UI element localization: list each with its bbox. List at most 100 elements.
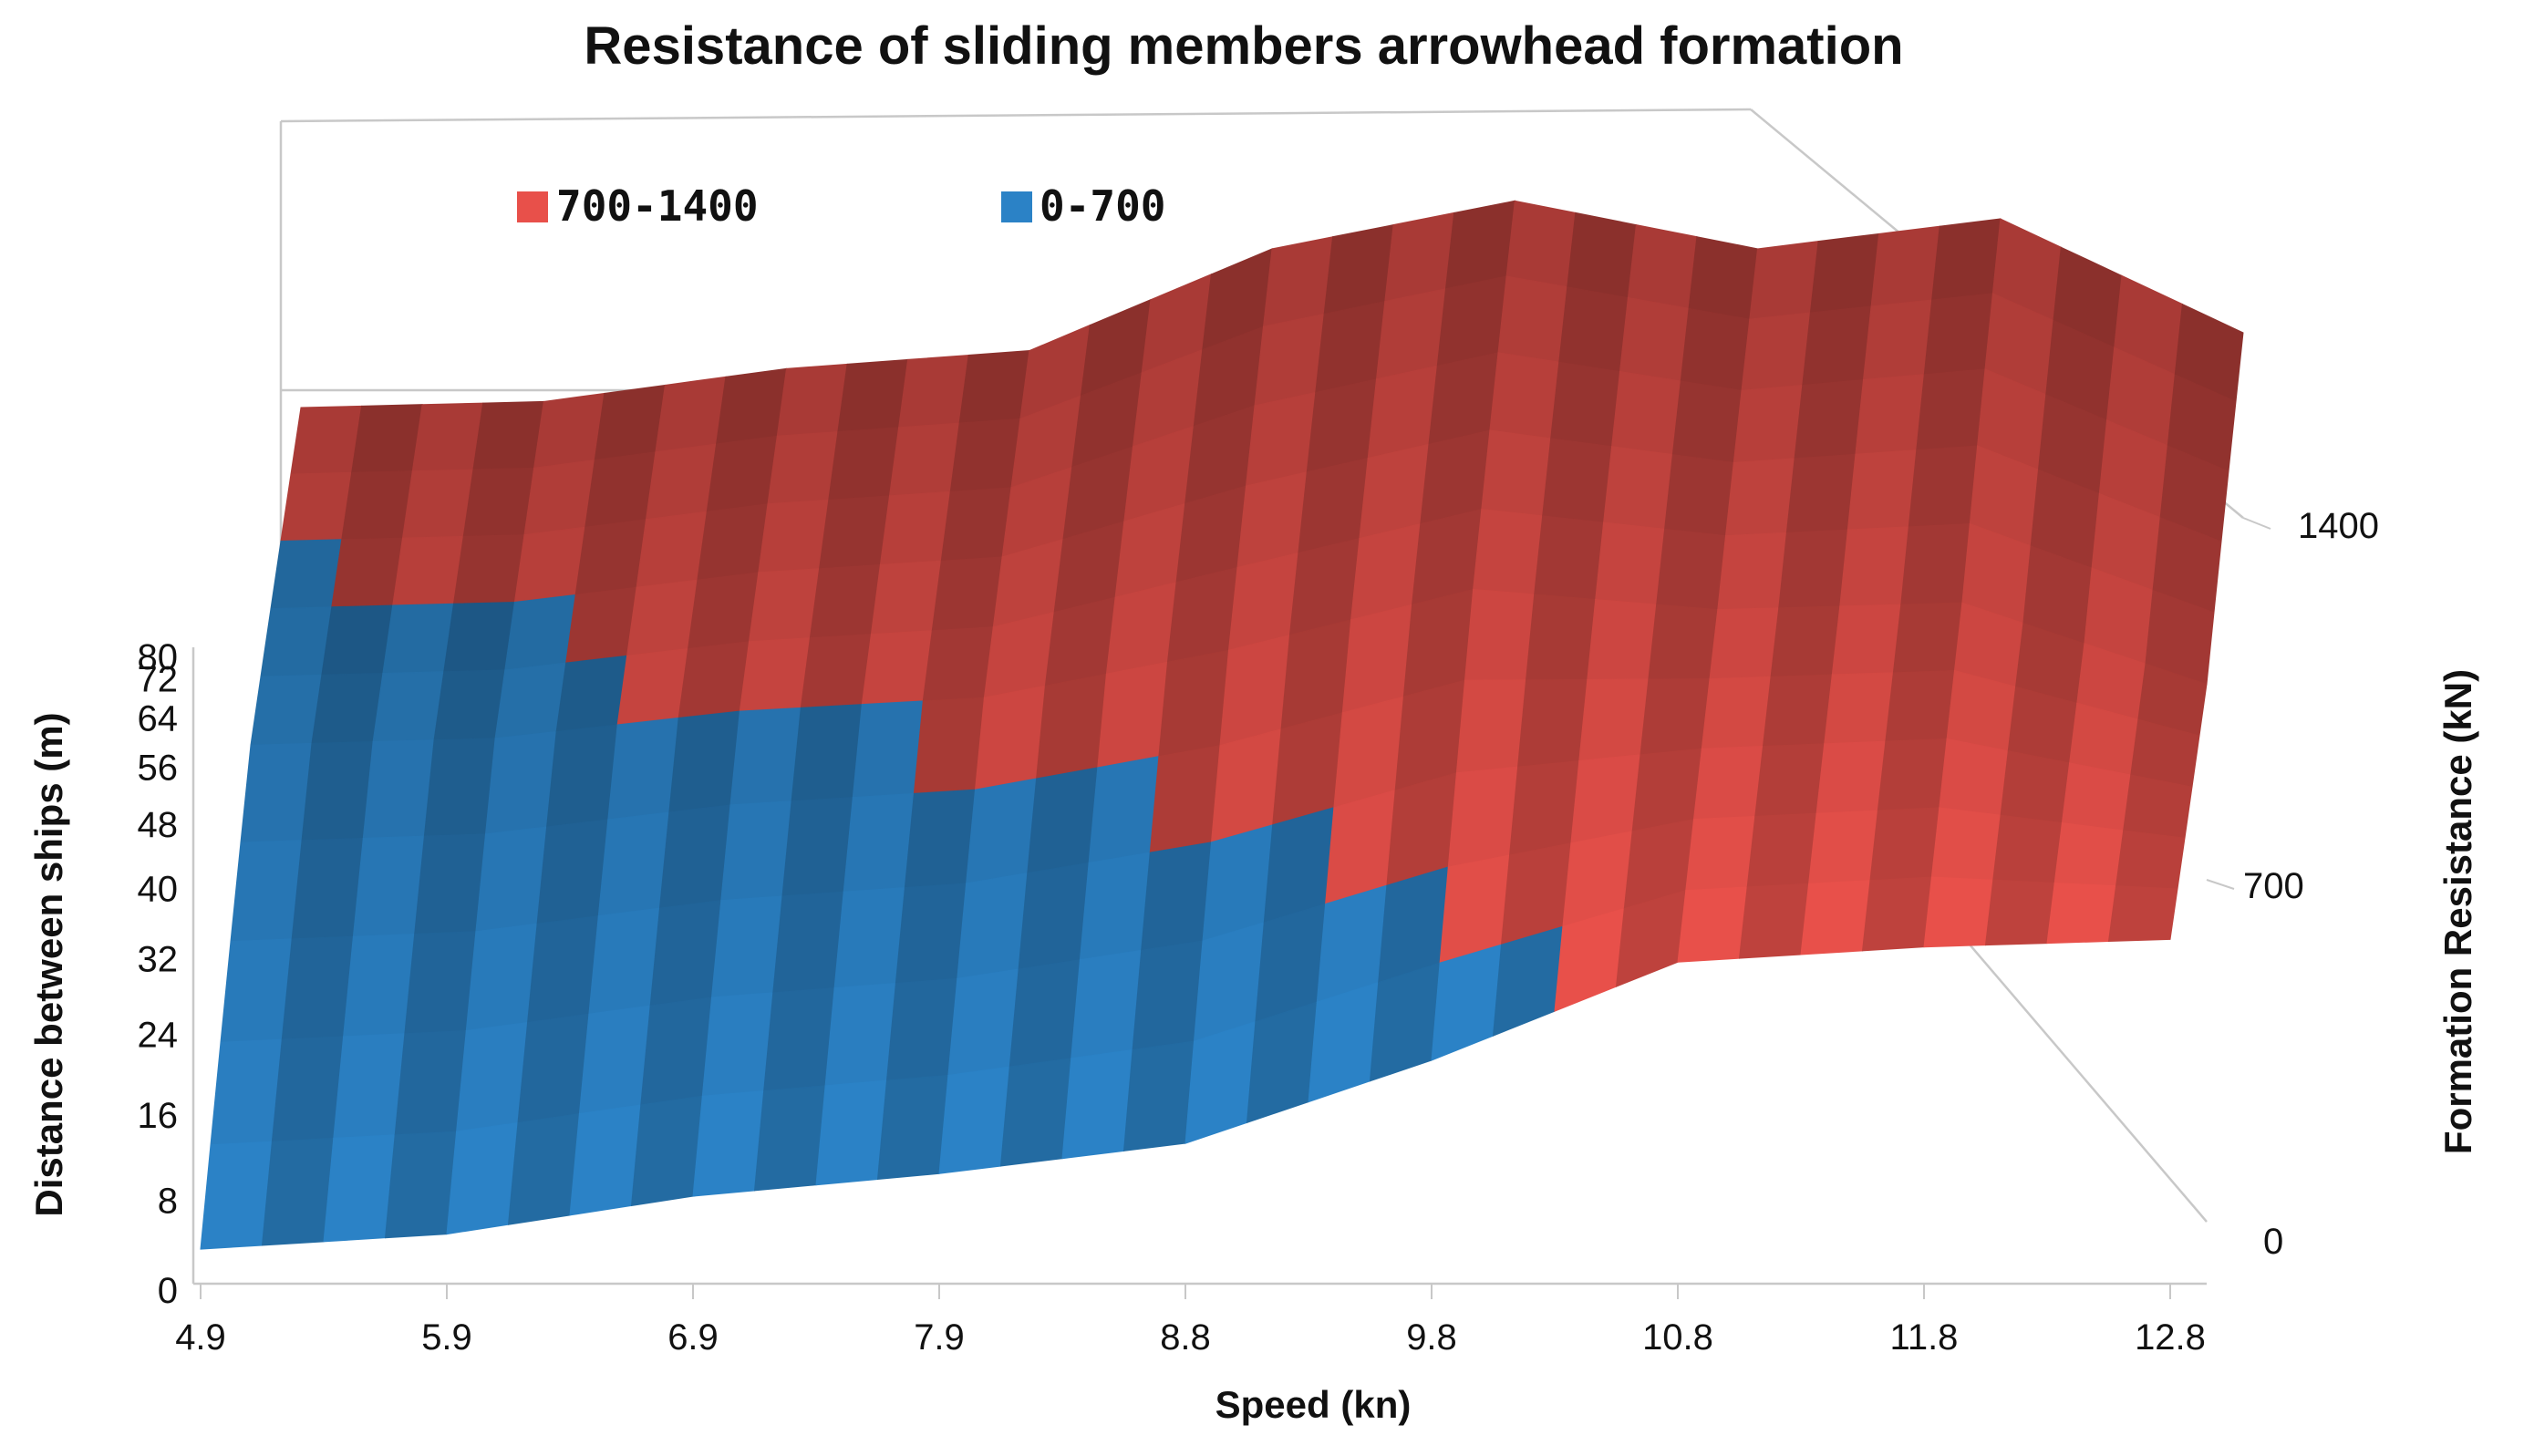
surface-patch-low: [1079, 852, 1151, 961]
surface-patch-high: [1158, 649, 1230, 758]
x-tick-label: 6.9: [667, 1317, 719, 1358]
surface-patch-low: [271, 1036, 345, 1142]
surface-patch-low: [999, 1058, 1072, 1167]
y-tick-label: 0: [158, 1271, 178, 1311]
surface-patch-high: [1885, 669, 1956, 742]
surface-patch-high: [1724, 458, 1795, 537]
surface-patch-high: [1809, 232, 1880, 314]
surface-patch-high: [697, 503, 769, 581]
surface-patch-low: [658, 804, 731, 909]
surface-patch-high: [1245, 391, 1317, 487]
x-tick-label: 10.8: [1642, 1317, 1713, 1358]
surface-patch-high: [2046, 882, 2117, 945]
x-tick-label: 12.8: [2135, 1317, 2206, 1358]
x-tick-label: 11.8: [1890, 1317, 1959, 1358]
surface-patch-high: [341, 470, 413, 541]
surface-patch-high: [1762, 674, 1833, 748]
surface-patch-high: [401, 469, 474, 539]
surface-patch-high: [462, 467, 535, 537]
surface-patch-high: [828, 427, 900, 501]
surface-patch-low: [640, 996, 713, 1106]
surface-patch-low: [649, 900, 722, 1007]
surface-patch-high: [626, 579, 698, 656]
surface-patch-low: [507, 1113, 580, 1225]
surface-patch-low: [362, 739, 435, 839]
surface-patch-low: [1027, 767, 1099, 874]
y-tick-label: 72: [138, 660, 179, 700]
surface-patch-high: [1648, 604, 1719, 680]
surface-patch-low: [791, 704, 863, 802]
surface-patch-low: [291, 837, 364, 940]
surface-patch-low: [815, 1079, 888, 1186]
surface-patch-high: [898, 354, 969, 429]
surface-patch-high: [1664, 454, 1734, 537]
surface-patch-high: [879, 490, 951, 565]
surface-patch-high: [1097, 661, 1169, 769]
legend: 700-1400 0-700: [517, 181, 1165, 231]
surface-patch-high: [1746, 812, 1817, 888]
surface-patch-low: [692, 1089, 765, 1197]
surface-patch-high: [1526, 594, 1597, 681]
back-wall-top-edge: [280, 108, 1752, 123]
surface-patch-low: [384, 1131, 458, 1239]
surface-patch-high: [1923, 293, 1993, 376]
surface-patch-high: [870, 560, 942, 635]
surface-patch-low: [465, 923, 538, 1032]
surface-patch-high: [1166, 566, 1238, 663]
surface-patch-high: [280, 471, 353, 542]
y-tick-label: 56: [138, 748, 179, 788]
surface-patch-high: [1794, 378, 1865, 460]
surface-patch-high: [565, 586, 637, 664]
surface-patch-high: [1861, 876, 1932, 952]
surface-patch-low: [957, 872, 1029, 979]
surface-patch-high: [1509, 759, 1580, 856]
surface-patch-high: [922, 626, 994, 702]
surface-patch-low: [904, 789, 977, 889]
surface-patch-low: [1061, 1048, 1133, 1160]
surface-patch-low: [947, 968, 1019, 1076]
surface-patch-high: [1770, 605, 1841, 677]
surface-patch-high: [1603, 446, 1673, 530]
surface-patch-low: [781, 797, 853, 897]
surface-patch-low: [352, 835, 425, 937]
surface-patch-low: [321, 604, 394, 676]
surface-patch-high: [1754, 743, 1826, 817]
surface-patch-high: [748, 568, 821, 643]
surface-patch-high: [1892, 602, 1963, 674]
surface-patch-low: [260, 606, 333, 677]
surface-patch-high: [1375, 288, 1447, 380]
surface-patch-low: [763, 987, 835, 1092]
surface-patch-high: [1709, 607, 1780, 680]
surface-patch-low: [569, 1104, 642, 1216]
surface-patch-high: [1578, 678, 1650, 762]
surface-patch-low: [494, 662, 567, 739]
surface-patch-high: [1800, 880, 1871, 955]
surface-patch-high: [645, 443, 718, 521]
surface-patch-high: [574, 519, 647, 595]
z-tick-mark: [2206, 879, 2235, 890]
y-tick-label: 8: [158, 1182, 178, 1222]
surface-patch-low: [555, 655, 628, 732]
y-tick-label: 40: [138, 869, 179, 909]
surface-patch-high: [1701, 676, 1772, 749]
surface-patch-high: [861, 630, 933, 706]
surface-patch-high: [739, 637, 811, 712]
legend-swatch-high: [517, 191, 548, 222]
surface-patch-high: [2000, 750, 2071, 824]
z-tick-label: 1400: [2298, 506, 2379, 546]
surface-patch-low: [250, 674, 323, 746]
surface-patch-high: [1262, 236, 1334, 327]
surface-patch-high: [1656, 528, 1727, 611]
surface-patch-high: [1447, 766, 1519, 868]
legend-label-low: 0-700: [1040, 181, 1165, 231]
surface-patch-low: [394, 1029, 467, 1136]
surface-patch-low: [1009, 959, 1081, 1068]
surface-patch-high: [1254, 313, 1325, 407]
surface-patch-high: [1473, 508, 1544, 595]
surface-patch-high: [1497, 275, 1568, 363]
surface-patch-low: [833, 887, 905, 989]
surface-patch-low: [504, 594, 576, 671]
surface-patch-high: [1870, 225, 1940, 307]
surface-patch-low: [301, 740, 374, 842]
surface-patch-high: [1455, 679, 1527, 774]
